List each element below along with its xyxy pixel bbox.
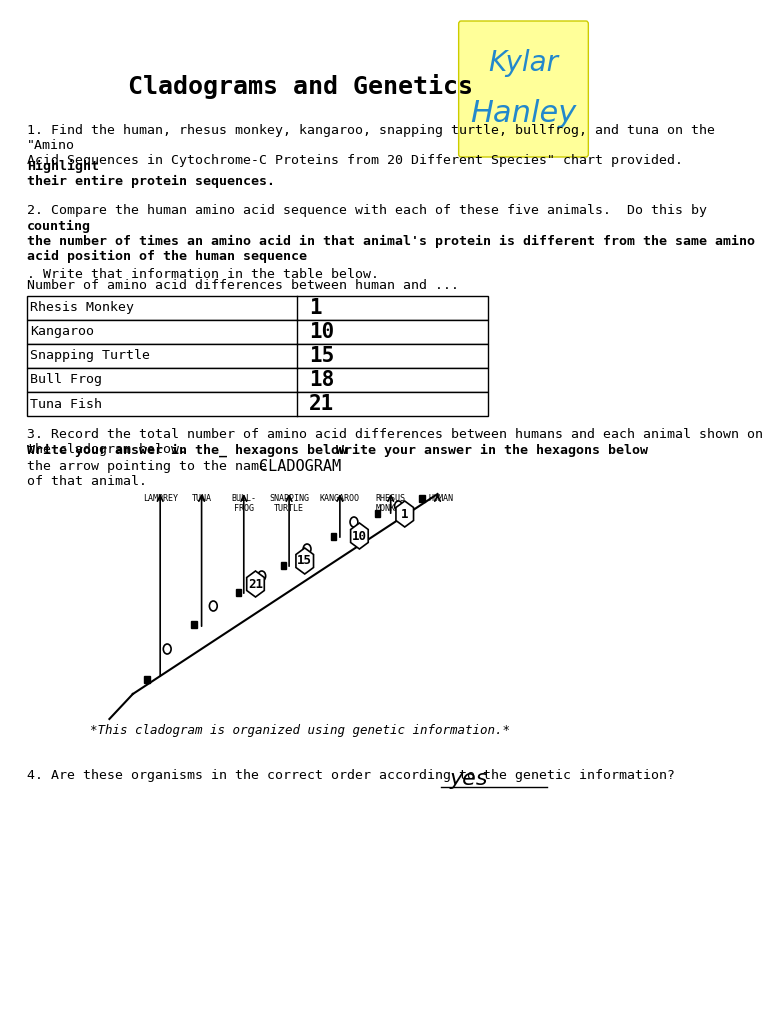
Text: Number of amino acid differences between human and ...: Number of amino acid differences between… xyxy=(28,279,459,292)
Polygon shape xyxy=(296,548,313,574)
Text: 21: 21 xyxy=(248,578,263,591)
Text: Highlight
their entire protein sequences.: Highlight their entire protein sequences… xyxy=(28,160,276,188)
Text: CLADOGRAM: CLADOGRAM xyxy=(259,459,341,474)
Bar xyxy=(331,532,336,540)
Bar xyxy=(28,319,488,344)
Text: BULL-
FROG: BULL- FROG xyxy=(231,494,257,513)
Text: Rhesis Monkey: Rhesis Monkey xyxy=(31,301,134,314)
Text: 18: 18 xyxy=(309,370,334,390)
Text: Tuna Fish: Tuna Fish xyxy=(31,397,102,411)
Bar xyxy=(375,510,380,516)
Circle shape xyxy=(350,517,358,527)
Polygon shape xyxy=(247,571,264,597)
Text: 21: 21 xyxy=(309,394,334,414)
Text: Write your answer in the̲ hexagons below: Write your answer in the̲ hexagons below xyxy=(28,444,347,458)
Text: 10: 10 xyxy=(352,529,367,543)
Text: 3. Record the total number of amino acid differences between humans and each ani: 3. Record the total number of amino acid… xyxy=(28,428,763,456)
Text: LAMPREY: LAMPREY xyxy=(143,494,177,503)
Text: HUMAN: HUMAN xyxy=(429,494,454,503)
Bar xyxy=(419,495,425,502)
Text: Hanley: Hanley xyxy=(470,99,577,128)
Text: . Write that information in the table below.: . Write that information in the table be… xyxy=(28,268,379,281)
Text: *This cladogram is organized using genetic information.*: *This cladogram is organized using genet… xyxy=(90,724,510,737)
Text: yes: yes xyxy=(449,769,488,790)
Text: 15: 15 xyxy=(297,555,313,567)
Text: 1. Find the human, rhesus monkey, kangaroo, snapping turtle, bullfrog, and tuna : 1. Find the human, rhesus monkey, kangar… xyxy=(28,124,715,167)
Text: 1: 1 xyxy=(309,298,321,318)
Bar xyxy=(236,589,241,596)
Circle shape xyxy=(258,571,266,581)
FancyBboxPatch shape xyxy=(458,22,588,157)
Text: Bull Frog: Bull Frog xyxy=(31,374,102,386)
Text: 1: 1 xyxy=(401,508,409,520)
Text: Write your answer in the hexagons below: Write your answer in the hexagons below xyxy=(336,444,648,457)
Polygon shape xyxy=(351,523,368,549)
Circle shape xyxy=(210,601,217,611)
Bar xyxy=(28,392,488,416)
Bar xyxy=(28,296,488,319)
Bar xyxy=(28,368,488,392)
Text: RHESUS
MONKEY: RHESUS MONKEY xyxy=(376,494,406,513)
Circle shape xyxy=(303,544,311,554)
Text: the arrow pointing to the name
of that animal.: the arrow pointing to the name of that a… xyxy=(28,460,267,488)
Circle shape xyxy=(164,644,171,654)
Text: KANGAROO: KANGAROO xyxy=(320,494,360,503)
Text: SNAPPING
TURTLE: SNAPPING TURTLE xyxy=(269,494,309,513)
Text: counting
the number of times an amino acid in that animal's protein is different: counting the number of times an amino ac… xyxy=(28,220,756,263)
Text: Kylar: Kylar xyxy=(488,49,558,77)
Polygon shape xyxy=(396,501,413,527)
Text: Cladograms and Genetics: Cladograms and Genetics xyxy=(127,74,472,99)
Text: TUNA: TUNA xyxy=(191,494,212,503)
Text: Kangaroo: Kangaroo xyxy=(31,326,94,339)
Text: 15: 15 xyxy=(309,346,334,366)
Bar xyxy=(191,621,197,628)
Bar xyxy=(28,344,488,368)
Text: Snapping Turtle: Snapping Turtle xyxy=(31,349,151,362)
Bar xyxy=(281,561,286,568)
Circle shape xyxy=(395,501,402,511)
Bar xyxy=(144,676,150,683)
Text: 2. Compare the human amino acid sequence with each of these five animals.  Do th: 2. Compare the human amino acid sequence… xyxy=(28,204,715,217)
Text: 4. Are these organisms in the correct order according to the genetic information: 4. Are these organisms in the correct or… xyxy=(28,769,675,782)
Text: 10: 10 xyxy=(309,322,334,342)
